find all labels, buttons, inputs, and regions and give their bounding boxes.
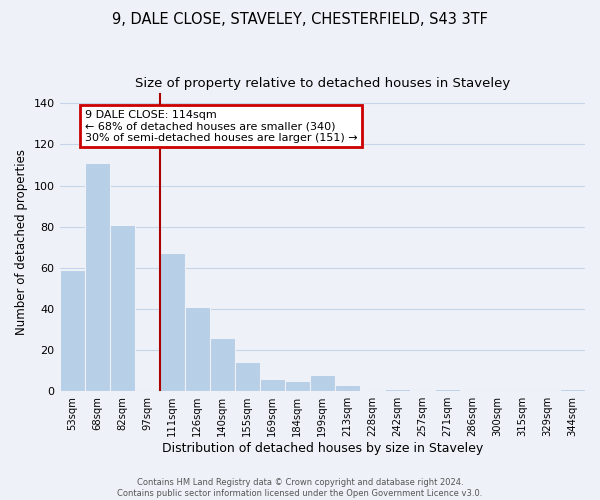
Bar bbox=[85, 163, 110, 391]
Bar bbox=[310, 375, 335, 391]
Bar bbox=[335, 385, 360, 391]
Text: 9 DALE CLOSE: 114sqm
← 68% of detached houses are smaller (340)
30% of semi-deta: 9 DALE CLOSE: 114sqm ← 68% of detached h… bbox=[85, 110, 357, 142]
Bar bbox=[235, 362, 260, 391]
Y-axis label: Number of detached properties: Number of detached properties bbox=[15, 149, 28, 335]
X-axis label: Distribution of detached houses by size in Staveley: Distribution of detached houses by size … bbox=[161, 442, 483, 455]
Bar bbox=[209, 338, 235, 391]
Bar bbox=[435, 389, 460, 391]
Bar bbox=[59, 270, 85, 391]
Bar bbox=[185, 307, 209, 391]
Bar bbox=[385, 389, 410, 391]
Bar bbox=[560, 389, 585, 391]
Bar bbox=[160, 254, 185, 391]
Bar bbox=[110, 224, 134, 391]
Title: Size of property relative to detached houses in Staveley: Size of property relative to detached ho… bbox=[134, 78, 510, 90]
Bar bbox=[260, 379, 285, 391]
Text: 9, DALE CLOSE, STAVELEY, CHESTERFIELD, S43 3TF: 9, DALE CLOSE, STAVELEY, CHESTERFIELD, S… bbox=[112, 12, 488, 28]
Text: Contains HM Land Registry data © Crown copyright and database right 2024.
Contai: Contains HM Land Registry data © Crown c… bbox=[118, 478, 482, 498]
Bar bbox=[285, 381, 310, 391]
